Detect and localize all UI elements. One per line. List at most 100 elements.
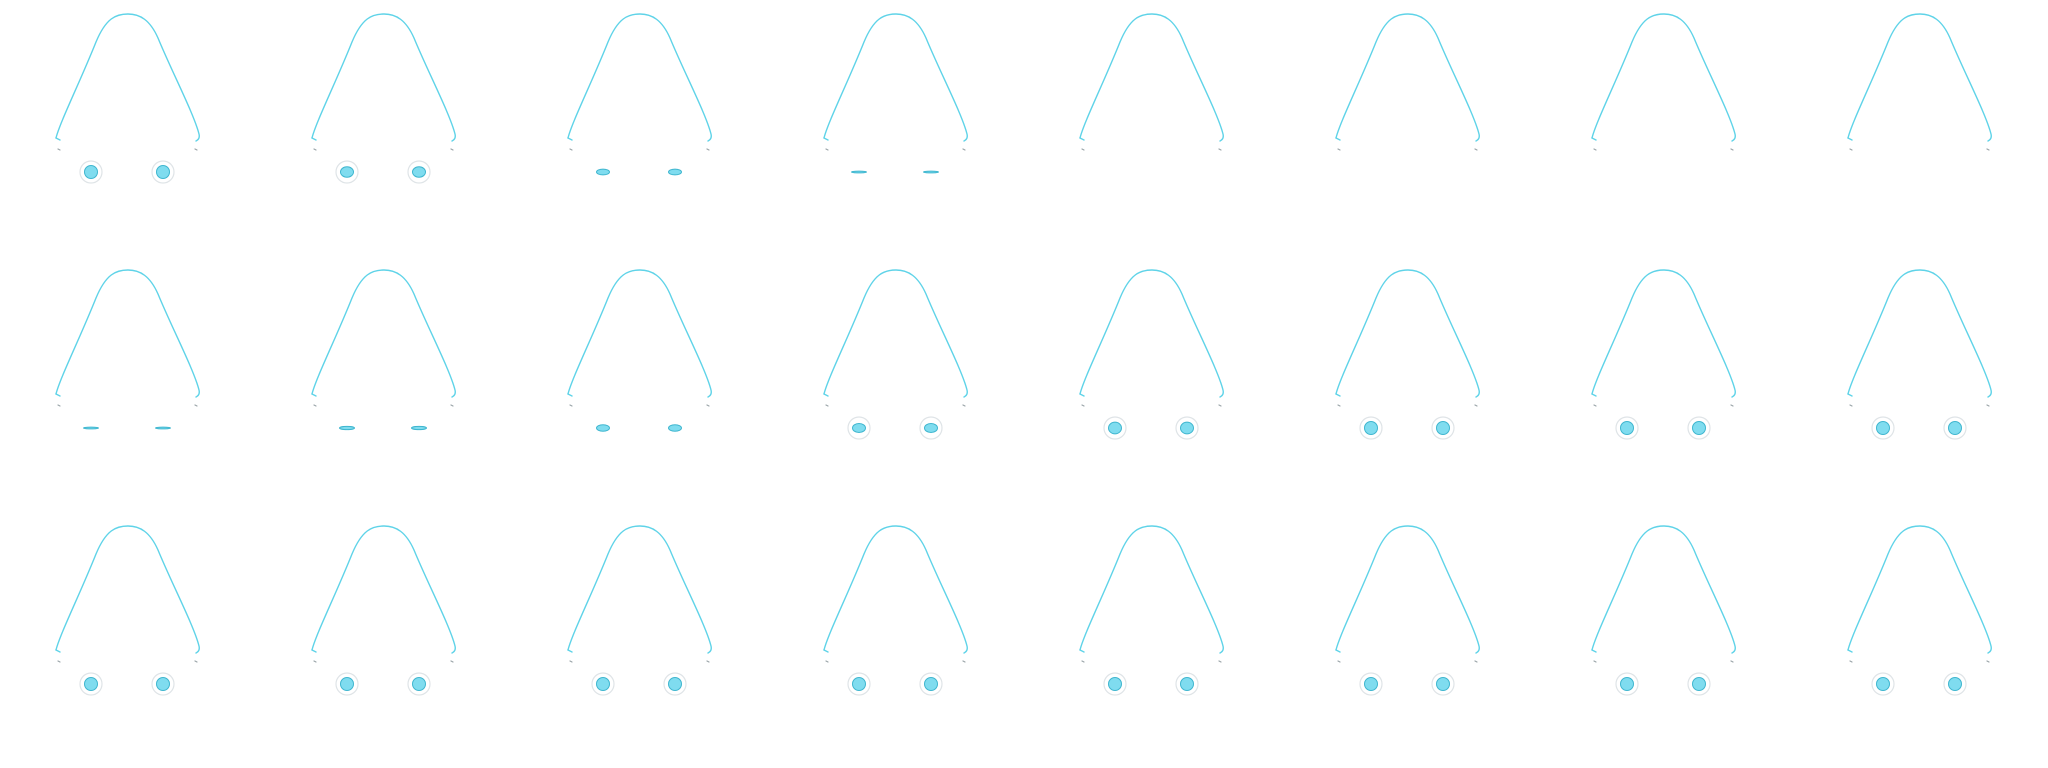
- right-eye-icon: [920, 417, 942, 439]
- body-outline: [1592, 270, 1735, 397]
- left-eye-icon: [336, 673, 358, 695]
- left-eye-icon: [1872, 673, 1894, 695]
- right-foot-mark: [963, 405, 965, 406]
- left-foot-mark: [826, 149, 828, 150]
- sprite-frame: [1024, 0, 1280, 256]
- body-outline: [56, 526, 199, 653]
- eye-ball: [924, 171, 939, 173]
- character-outline-icon: [1536, 256, 1792, 512]
- eye-ball: [157, 678, 170, 691]
- sprite-frame: [256, 256, 512, 512]
- left-foot-mark: [1850, 405, 1852, 406]
- body-outline: [1592, 526, 1735, 653]
- eye-ball: [1949, 678, 1962, 691]
- eye-ball: [597, 678, 610, 691]
- body-outline-hook: [56, 650, 60, 652]
- eye-ball: [597, 169, 610, 175]
- body-outline: [1848, 526, 1991, 653]
- character-outline-icon: [512, 256, 768, 512]
- left-eye-icon: [80, 673, 102, 695]
- eye-ball: [341, 167, 354, 177]
- left-eye-icon: [1616, 673, 1638, 695]
- left-foot-mark: [58, 661, 60, 662]
- character-outline-icon: [0, 0, 256, 256]
- sprite-frame: [768, 0, 1024, 256]
- right-foot-mark: [963, 661, 965, 662]
- sprite-frame: [1280, 256, 1536, 512]
- right-foot-mark: [451, 405, 453, 406]
- eye-ball: [853, 678, 866, 691]
- right-eye-icon: [152, 673, 174, 695]
- right-foot-mark: [707, 661, 709, 662]
- right-foot-mark: [1219, 405, 1221, 406]
- right-foot-mark: [1475, 661, 1477, 662]
- left-eye-icon: [852, 171, 867, 173]
- right-eye-icon: [920, 673, 942, 695]
- left-eye-icon: [340, 426, 355, 429]
- character-outline-icon: [256, 0, 512, 256]
- right-foot-mark: [1219, 149, 1221, 150]
- body-outline: [312, 270, 455, 397]
- body-outline-hook: [824, 394, 828, 396]
- eye-ball: [413, 678, 426, 691]
- body-outline-hook: [1080, 138, 1084, 140]
- right-foot-mark: [1219, 661, 1221, 662]
- right-foot-mark: [1475, 149, 1477, 150]
- character-outline-icon: [1792, 512, 2048, 768]
- body-outline: [568, 270, 711, 397]
- eye-ball: [413, 167, 426, 177]
- body-outline-hook: [1336, 138, 1340, 140]
- eye-ball: [340, 426, 355, 429]
- right-foot-mark: [1731, 661, 1733, 662]
- eye-ball: [669, 678, 682, 691]
- left-foot-mark: [826, 405, 828, 406]
- left-eye-icon: [1872, 417, 1894, 439]
- right-foot-mark: [195, 661, 197, 662]
- left-eye-icon: [1616, 417, 1638, 439]
- left-foot-mark: [570, 405, 572, 406]
- right-foot-mark: [451, 149, 453, 150]
- left-foot-mark: [1594, 149, 1596, 150]
- eye-ball: [669, 425, 682, 432]
- body-outline-hook: [1848, 394, 1852, 396]
- left-foot-mark: [826, 661, 828, 662]
- eye-ball: [84, 427, 99, 429]
- character-outline-icon: [512, 512, 768, 768]
- body-outline: [1080, 526, 1223, 653]
- body-outline: [312, 14, 455, 141]
- left-eye-icon: [1360, 417, 1382, 439]
- character-outline-icon: [768, 256, 1024, 512]
- eye-ball: [1693, 678, 1706, 691]
- sprite-frame: [512, 256, 768, 512]
- body-outline: [824, 270, 967, 397]
- body-outline: [1336, 14, 1479, 141]
- right-foot-mark: [1731, 149, 1733, 150]
- right-eye-icon: [408, 161, 430, 183]
- character-outline-icon: [1024, 256, 1280, 512]
- body-outline-hook: [312, 394, 316, 396]
- right-foot-mark: [1987, 405, 1989, 406]
- left-foot-mark: [58, 405, 60, 406]
- body-outline: [1080, 14, 1223, 141]
- character-outline-icon: [256, 256, 512, 512]
- character-outline-icon: [1024, 512, 1280, 768]
- eye-ball: [1181, 678, 1194, 691]
- left-eye-icon: [848, 417, 870, 439]
- eye-ball: [1181, 422, 1194, 434]
- left-eye-icon: [1104, 417, 1126, 439]
- body-outline: [1848, 270, 1991, 397]
- left-foot-mark: [314, 405, 316, 406]
- eye-ball: [669, 169, 682, 175]
- eye-ball: [412, 426, 427, 429]
- left-foot-mark: [1338, 405, 1340, 406]
- right-eye-icon: [408, 673, 430, 695]
- character-outline-icon: [0, 512, 256, 768]
- eye-ball: [1109, 678, 1122, 691]
- eye-ball: [1621, 422, 1634, 435]
- right-eye-icon: [412, 426, 427, 429]
- left-foot-mark: [1594, 661, 1596, 662]
- eye-ball: [85, 678, 98, 691]
- sprite-frame: [256, 0, 512, 256]
- right-eye-icon: [1176, 673, 1198, 695]
- body-outline: [1080, 270, 1223, 397]
